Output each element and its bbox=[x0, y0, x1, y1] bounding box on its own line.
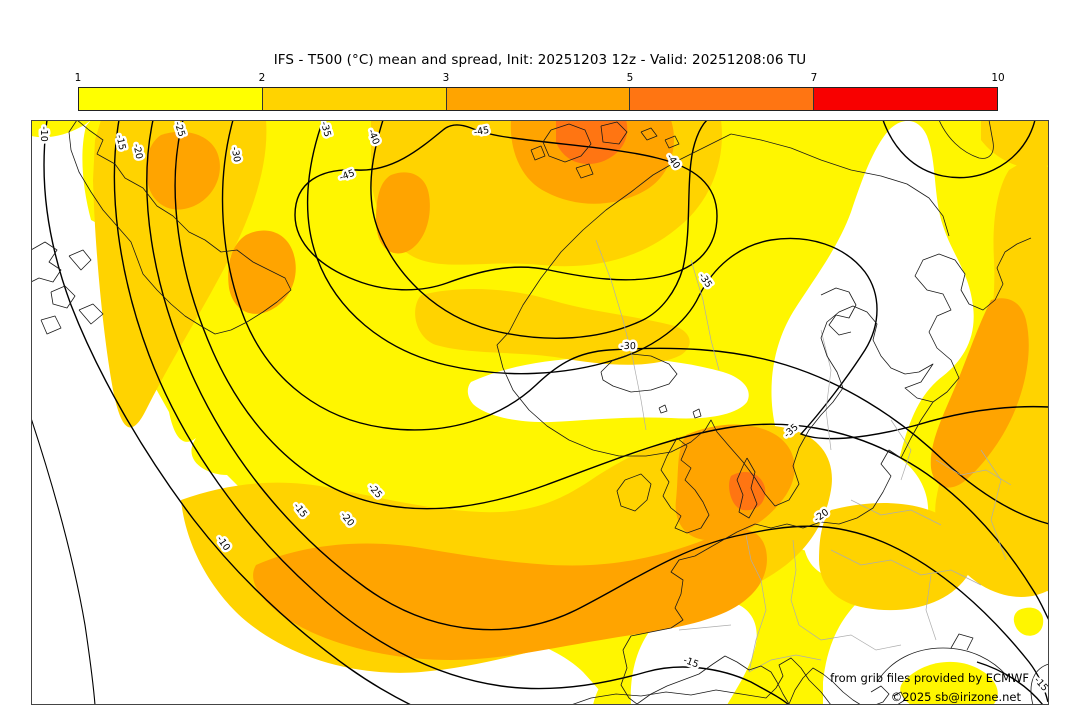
coast-caspian bbox=[1030, 663, 1050, 706]
map-frame bbox=[31, 120, 1049, 705]
coast-canadian-islands bbox=[68, 249, 92, 271]
coast-mediterranean-north bbox=[636, 655, 790, 705]
colorbar-scale bbox=[78, 87, 998, 111]
coast-baltic-east bbox=[786, 401, 934, 529]
map-area: -10 -15 -20 -25 -30 -35 -40 -45 -45 -40 … bbox=[30, 118, 1053, 706]
coast-canadian-islands bbox=[78, 303, 104, 325]
coast-faroe bbox=[658, 404, 668, 414]
coast-scandinavia bbox=[496, 133, 1032, 507]
coast-novaya-zemlya bbox=[938, 119, 994, 159]
coast-franz-josef bbox=[640, 127, 680, 149]
coast-canadian-islands bbox=[30, 241, 62, 283]
coast-ireland bbox=[616, 473, 652, 512]
colorbar-tick: 3 bbox=[442, 72, 450, 84]
contour-minus35 bbox=[306, 119, 1050, 440]
colorbar-segment-5-7 bbox=[630, 88, 815, 110]
contour-topright bbox=[882, 119, 1036, 179]
attribution-source: from grib files provided by ECMWF bbox=[830, 671, 1029, 685]
coast-svalbard bbox=[600, 121, 628, 145]
contour-line-layer bbox=[30, 119, 1050, 706]
coast-shetland bbox=[692, 408, 702, 419]
coastline-layer bbox=[30, 119, 1050, 706]
spread-fill-layer bbox=[31, 120, 1049, 705]
contour-minus40 bbox=[370, 119, 708, 339]
colorbar-tick: 5 bbox=[626, 72, 634, 84]
coast-crimea bbox=[950, 633, 974, 651]
spread-colorbar: 1 2 3 5 7 10 bbox=[74, 72, 1005, 112]
coast-svalbard bbox=[575, 163, 594, 179]
coast-iceland bbox=[600, 353, 678, 393]
colorbar-tick: 1 bbox=[74, 72, 82, 84]
coast-canadian-islands bbox=[50, 285, 76, 309]
coast-svalbard bbox=[542, 123, 592, 163]
coast-black-sea bbox=[876, 647, 1008, 683]
contour-minus20 bbox=[146, 119, 1049, 703]
coast-greenland bbox=[68, 119, 292, 335]
coast-adriatic bbox=[788, 667, 862, 706]
colorbar-tick: 10 bbox=[991, 72, 1005, 84]
coast-britain bbox=[660, 437, 710, 534]
contour-minus10 bbox=[43, 119, 412, 706]
colorbar-segment-2-3 bbox=[262, 88, 447, 110]
contour-minus15-se bbox=[976, 661, 1044, 706]
coast-denmark bbox=[736, 457, 758, 519]
colorbar-tick: 7 bbox=[810, 72, 818, 84]
attribution-copyright: ©2025 sb@irizone.net bbox=[891, 690, 1022, 704]
page-title: IFS - T500 (°C) mean and spread, Init: 2… bbox=[273, 52, 807, 68]
colorbar-segment-3-5 bbox=[446, 88, 631, 110]
contour-label: -30 bbox=[620, 341, 636, 353]
colorbar-segment-7-10 bbox=[814, 88, 997, 110]
contour-minus25 bbox=[174, 119, 1050, 621]
country-border-layer bbox=[595, 239, 1012, 673]
coast-svalbard bbox=[530, 145, 546, 161]
coast-greece bbox=[870, 685, 906, 706]
coast-barents bbox=[730, 133, 950, 237]
contour-minus45 bbox=[294, 124, 718, 291]
coast-africa bbox=[570, 657, 832, 706]
contour-minus5 bbox=[30, 417, 96, 706]
coast-europe-atlantic bbox=[620, 523, 788, 705]
contour-minus30 bbox=[221, 119, 1050, 525]
contour-label: -10 bbox=[38, 126, 49, 142]
coast-canadian-islands bbox=[40, 315, 62, 335]
coast-white-sea-detail bbox=[820, 287, 857, 336]
t500-map-svg: -10 -15 -20 -25 -30 -35 -40 -45 -45 -40 … bbox=[30, 118, 1053, 706]
contour-minus15 bbox=[113, 119, 790, 706]
colorbar-tick: 2 bbox=[258, 72, 266, 84]
colorbar-segment-1-2 bbox=[79, 88, 263, 110]
colorbar-tick-labels: 1 2 3 5 7 10 bbox=[74, 72, 1005, 86]
